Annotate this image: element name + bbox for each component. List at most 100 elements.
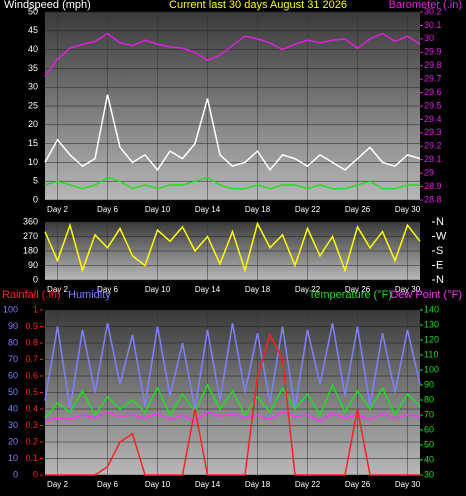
y-tick-label: N	[436, 274, 444, 286]
y-tick-label: 0.5	[25, 387, 38, 397]
y-tick-label: 28.9	[424, 181, 442, 191]
y-tick-label: 120	[424, 334, 439, 344]
y-tick-label: 29.5	[424, 100, 442, 110]
y-tick-label: 50	[28, 6, 38, 16]
y-tick-label: 100	[424, 364, 439, 374]
series-line	[44, 176, 420, 190]
y-tick-label: 5	[33, 176, 38, 186]
y-tick-label: 30	[424, 33, 434, 43]
x-tick-label: Day 2	[47, 480, 68, 489]
x-tick-label: Day 18	[245, 285, 271, 294]
x-tick-label: Day 26	[345, 205, 371, 214]
x-tick-label: Day 30	[395, 285, 421, 294]
y-tick-label: 50	[424, 439, 434, 449]
x-tick-label: Day 22	[295, 205, 321, 214]
y-tick-label: 20	[8, 436, 18, 446]
y-tick-label: 90	[424, 379, 434, 389]
y-tick-label: 15	[28, 138, 38, 148]
y-tick-label: 90	[28, 260, 38, 270]
y-tick-label: 0.9	[25, 321, 38, 331]
y-tick-label: 0	[33, 194, 38, 204]
y-tick-label: 80	[8, 337, 18, 347]
x-tick-label: Day 14	[195, 285, 221, 294]
x-tick-label: Day 18	[245, 205, 271, 214]
y-tick-label: 30.2	[424, 6, 442, 16]
y-tick-label: 30	[28, 82, 38, 92]
y-tick-label: 0	[13, 469, 18, 479]
x-tick-label: Day 10	[145, 285, 171, 294]
y-tick-label: 29	[424, 168, 434, 178]
series-line	[44, 221, 421, 273]
x-tick-label: Day 18	[245, 480, 271, 489]
y-tick-label: 25	[28, 100, 38, 110]
x-tick-label: Day 30	[395, 480, 421, 489]
y-tick-label: 60	[424, 424, 434, 434]
x-tick-label: Day 30	[395, 205, 421, 214]
y-tick-label: E	[436, 259, 443, 271]
x-tick-label: Day 14	[195, 480, 221, 489]
y-tick-label: 29.6	[424, 87, 442, 97]
x-tick-label: Day 22	[295, 480, 321, 489]
y-tick-label: N	[436, 216, 444, 228]
y-tick-label: S	[436, 245, 443, 257]
y-tick-label: 0	[33, 469, 38, 479]
series-line	[44, 32, 421, 77]
y-tick-label: 360	[23, 216, 38, 226]
y-tick-label: 10	[28, 157, 38, 167]
y-tick-label: 0.8	[25, 337, 38, 347]
y-tick-label: 29.7	[424, 74, 442, 84]
y-tick-label: 29.1	[424, 154, 442, 164]
y-tick-label: 0	[33, 274, 38, 284]
y-tick-label: 30.1	[424, 20, 442, 30]
y-tick-label: 90	[8, 321, 18, 331]
y-tick-label: 270	[23, 231, 38, 241]
y-tick-label: 130	[424, 319, 439, 329]
y2-axis-label: Barometer (.in)	[389, 0, 462, 11]
legend-label: Dew Point (°F)	[390, 289, 462, 301]
y-tick-label: 29.2	[424, 141, 442, 151]
y-tick-label: 28.8	[424, 194, 442, 204]
x-tick-label: Day 10	[145, 205, 171, 214]
y-tick-label: 30	[8, 420, 18, 430]
chart-title: Current last 30 days August 31 2026	[169, 0, 347, 11]
x-tick-label: Day 6	[97, 480, 118, 489]
series-line	[44, 94, 421, 172]
x-tick-label: Day 10	[145, 480, 171, 489]
y-tick-label: 0.7	[25, 354, 38, 364]
x-tick-label: Day 22	[295, 285, 321, 294]
y-tick-label: 0.2	[25, 436, 38, 446]
y-tick-label: 0.6	[25, 370, 38, 380]
x-tick-label: Day 2	[47, 285, 68, 294]
x-tick-label: Day 14	[195, 205, 221, 214]
legend-label: Rainfall (.in)	[2, 289, 61, 301]
y-tick-label: 0.1	[25, 453, 38, 463]
y-tick-label: 50	[8, 387, 18, 397]
legend-label: Temperature (°F)	[309, 289, 392, 301]
y-tick-label: 29.3	[424, 127, 442, 137]
y-tick-label: 100	[3, 304, 18, 314]
y-tick-label: 29.9	[424, 47, 442, 57]
y-axis-label: Windspeed (mph)	[4, 0, 91, 11]
x-tick-label: Day 2	[47, 205, 68, 214]
y-tick-label: 40	[28, 44, 38, 54]
y-tick-label: 140	[424, 304, 439, 314]
y-tick-label: 180	[23, 245, 38, 255]
x-tick-label: Day 6	[97, 285, 118, 294]
y-tick-label: W	[436, 230, 447, 242]
y-tick-label: 29.4	[424, 114, 442, 124]
y-tick-label: 1	[33, 304, 38, 314]
x-tick-label: Day 26	[345, 480, 371, 489]
y-tick-label: 70	[424, 409, 434, 419]
series-line	[44, 411, 421, 422]
legend-label: Humidity	[68, 289, 111, 301]
y-tick-label: 35	[28, 63, 38, 73]
y-tick-label: 0.3	[25, 420, 38, 430]
y-tick-label: 80	[424, 394, 434, 404]
y-tick-label: 29.8	[424, 60, 442, 70]
y-tick-label: 20	[28, 119, 38, 129]
y-tick-label: 70	[8, 354, 18, 364]
x-tick-label: Day 6	[97, 205, 118, 214]
series-line	[44, 323, 421, 410]
x-tick-label: Day 26	[345, 285, 371, 294]
